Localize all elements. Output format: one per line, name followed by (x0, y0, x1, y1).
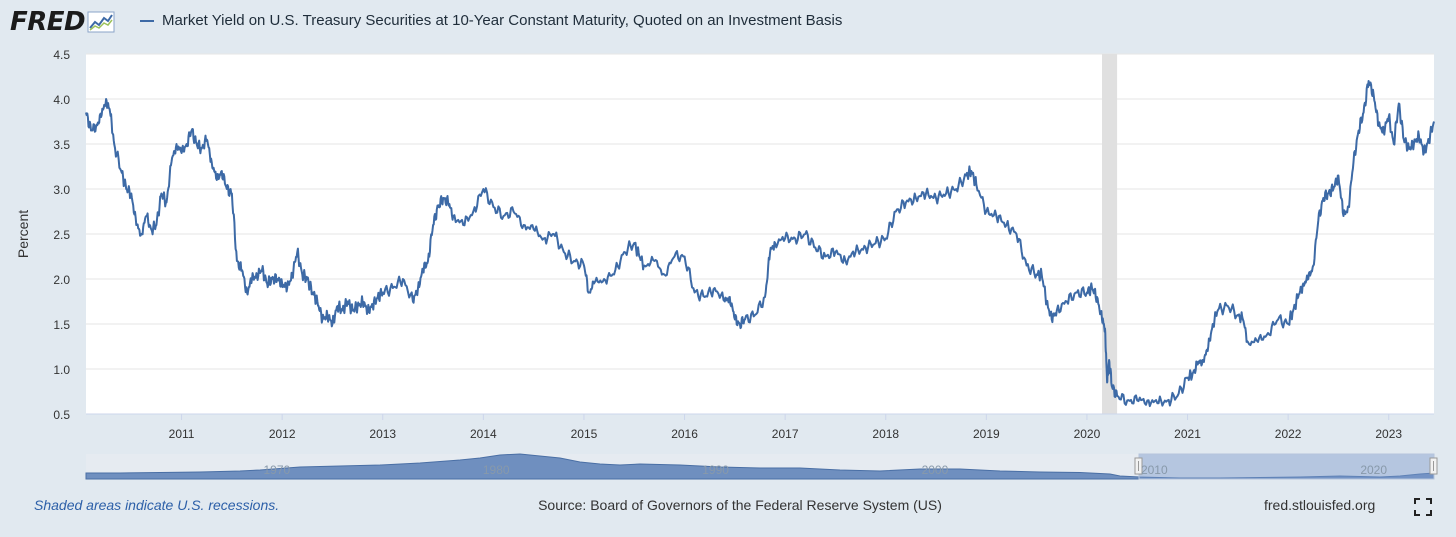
legend-swatch (140, 19, 154, 22)
navigator-year-label: 2010 (1141, 463, 1168, 477)
navigator-series-area (85, 453, 1435, 480)
y-tick-label: 4.5 (53, 48, 70, 62)
series-line (85, 80, 1435, 408)
header: FRED Market Yield on U.S. Treasury Secur… (0, 0, 1456, 44)
recession-band (1102, 54, 1118, 414)
y-tick-label: 2.0 (53, 273, 70, 287)
y-tick-label: 3.5 (53, 138, 70, 152)
x-tick-label: 2016 (671, 427, 698, 441)
x-tick-label: 2021 (1174, 427, 1201, 441)
fred-url[interactable]: fred.stlouisfed.org (1264, 497, 1376, 513)
fred-logo[interactable]: FRED (10, 6, 115, 38)
x-tick-label: 2012 (269, 427, 296, 441)
fullscreen-icon[interactable] (1414, 498, 1432, 516)
y-tick-label: 2.5 (53, 228, 70, 242)
source-text: Source: Board of Governors of the Federa… (538, 497, 942, 513)
y-axis: 0.5 1.0 1.5 2.0 2.5 3.0 3.5 4.0 4.5 (53, 48, 70, 422)
x-tick-label: 2020 (1074, 427, 1101, 441)
x-tick-label: 2019 (973, 427, 1000, 441)
chart: 0.5 1.0 1.5 2.0 2.5 3.0 3.5 4.0 4.5 2011 2012 2013… (15, 48, 1438, 480)
navigator-year-label: 1990 (702, 463, 729, 477)
y-tick-label: 1.0 (53, 363, 70, 377)
navigator-year-label: 1980 (483, 463, 510, 477)
navigator-year-label: 1970 (263, 463, 290, 477)
series-group (85, 80, 1435, 408)
navigator-year-label: 2000 (922, 463, 949, 477)
x-tick-label: 2018 (872, 427, 899, 441)
range-navigator[interactable]: 1970 1980 1990 2000 2010 2020 (85, 453, 1438, 480)
x-tick-label: 2011 (169, 427, 195, 441)
y-tick-label: 1.5 (53, 318, 70, 332)
recession-note[interactable]: Shaded areas indicate U.S. recessions. (34, 497, 280, 513)
x-axis: 2011 2012 2013 2014 2015 2016 2017 2018 2019 2020… (86, 413, 1434, 441)
legend-label: Market Yield on U.S. Treasury Securities… (162, 12, 843, 29)
y-tick-label: 4.0 (53, 93, 70, 107)
x-tick-label: 2015 (571, 427, 598, 441)
navigator-selected-window[interactable] (1138, 453, 1435, 480)
x-tick-label: 2023 (1375, 427, 1402, 441)
x-tick-label: 2022 (1275, 427, 1302, 441)
recession-shade (1102, 54, 1118, 414)
logo-text: FRED (10, 7, 86, 37)
fred-chart-icon (87, 11, 115, 33)
navigator-labels: 1970 1980 1990 2000 2010 2020 (263, 463, 1387, 477)
x-tick-label: 2014 (470, 427, 497, 441)
x-tick-label: 2017 (772, 427, 799, 441)
y-tick-label: 3.0 (53, 183, 70, 197)
gridlines (86, 53, 1434, 415)
y-tick-label: 0.5 (53, 408, 70, 422)
legend: Market Yield on U.S. Treasury Securities… (140, 12, 842, 29)
y-axis-label: Percent (15, 210, 31, 258)
navigator-year-label: 2020 (1360, 463, 1387, 477)
x-tick-label: 2013 (369, 427, 396, 441)
